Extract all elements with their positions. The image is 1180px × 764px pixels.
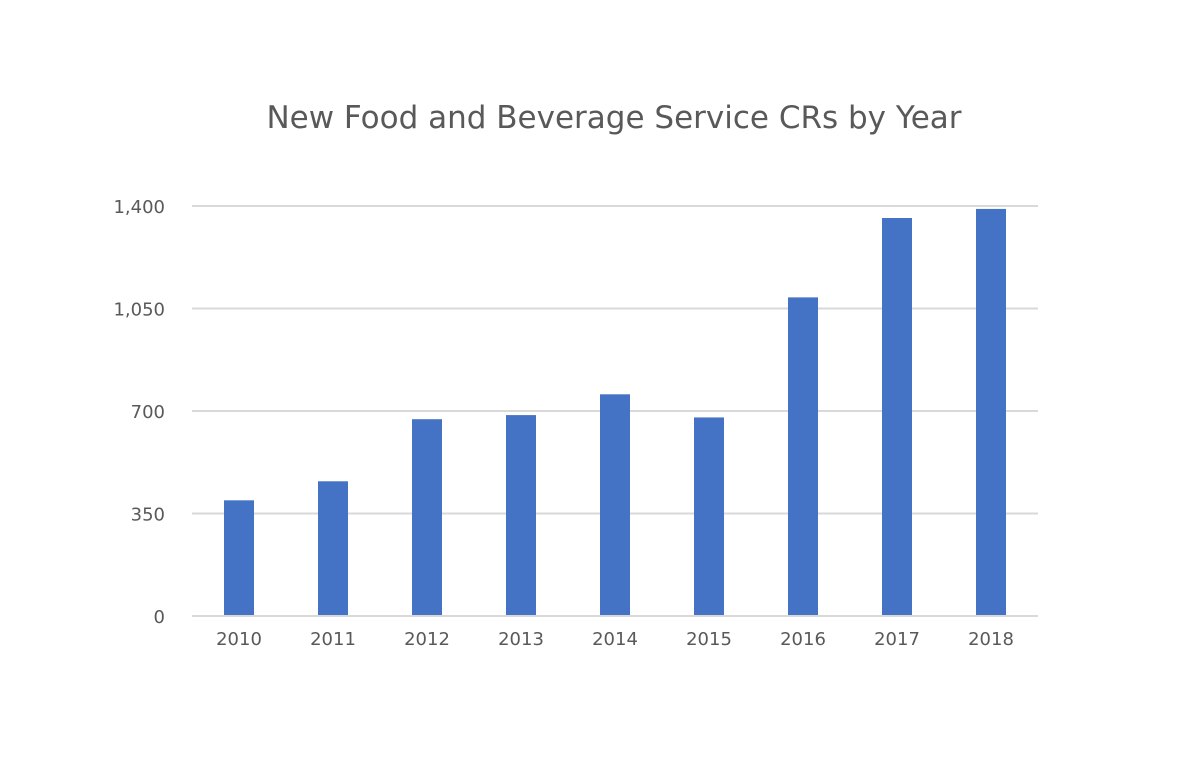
x-tick-label: 2015 <box>686 629 732 650</box>
x-tick-label: 2013 <box>498 629 544 650</box>
bar-2010 <box>224 500 254 616</box>
x-tick-label: 2016 <box>780 629 826 650</box>
x-tick-label: 2014 <box>592 629 638 650</box>
y-tick-label: 1,400 <box>113 197 165 218</box>
y-tick-label: 0 <box>154 607 165 628</box>
y-tick-label: 1,050 <box>113 300 165 321</box>
bar-2013 <box>506 415 536 616</box>
x-tick-label: 2017 <box>874 629 920 650</box>
x-tick-label: 2018 <box>968 629 1014 650</box>
x-tick-label: 2010 <box>216 629 262 650</box>
y-tick-label: 350 <box>131 505 165 526</box>
bar-2016 <box>788 297 818 616</box>
x-tick-label: 2012 <box>404 629 450 650</box>
y-tick-label: 700 <box>131 402 165 423</box>
bar-2014 <box>600 394 630 616</box>
bar-2017 <box>882 218 912 616</box>
bar-2015 <box>694 417 724 616</box>
bar-2012 <box>412 419 442 616</box>
bar-2011 <box>318 481 348 616</box>
bar-2018 <box>976 208 1006 616</box>
chart-title: New Food and Beverage Service CRs by Yea… <box>266 100 962 136</box>
x-tick-label: 2011 <box>310 629 356 650</box>
